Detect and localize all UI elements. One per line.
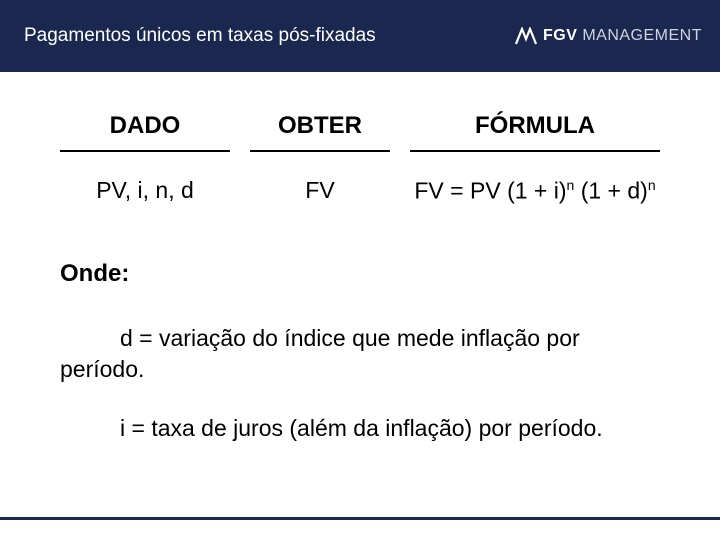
onde-label: Onde: [60,260,660,288]
fgv-logo-icon [515,27,537,45]
table-row: PV, i, n, d FV FV = PV (1 + i)n (1 + d)n [60,177,660,205]
logo-suffix: MANAGEMENT [582,27,702,44]
cell-obter: FV [250,177,390,205]
formula-table: DADO OBTER FÓRMULA PV, i, n, d FV FV = P… [60,112,660,205]
slide-content: DADO OBTER FÓRMULA PV, i, n, d FV FV = P… [0,72,720,444]
table-header-formula: FÓRMULA [410,112,660,152]
slide-title: Pagamentos únicos em taxas pós-fixadas [24,25,376,47]
formula-term2-base: (1 + d) [581,178,648,204]
definition-d: d = variação do índice que mede inflação… [60,323,660,385]
footer-divider [0,517,720,520]
fgv-logo-text: FGV MANAGEMENT [543,27,702,45]
definition-i-text: i = taxa de juros (além da inflação) por… [120,415,603,441]
table-header-dado: DADO [60,112,230,152]
formula-term1-base: (1 + i) [507,178,566,204]
table-header-obter: OBTER [250,112,390,152]
formula-term2-exp: n [648,177,656,193]
table-header-row: DADO OBTER FÓRMULA [60,112,660,152]
cell-formula: FV = PV (1 + i)n (1 + d)n [410,177,660,205]
slide-header: Pagamentos únicos em taxas pós-fixadas F… [0,0,720,72]
definition-i: i = taxa de juros (além da inflação) por… [60,413,660,444]
fgv-logo: FGV MANAGEMENT [515,27,702,45]
formula-lhs: FV = PV [414,178,507,204]
cell-dado: PV, i, n, d [60,177,230,205]
logo-prefix: FGV [543,27,577,44]
definition-d-text: d = variação do índice que mede inflação… [60,325,580,382]
